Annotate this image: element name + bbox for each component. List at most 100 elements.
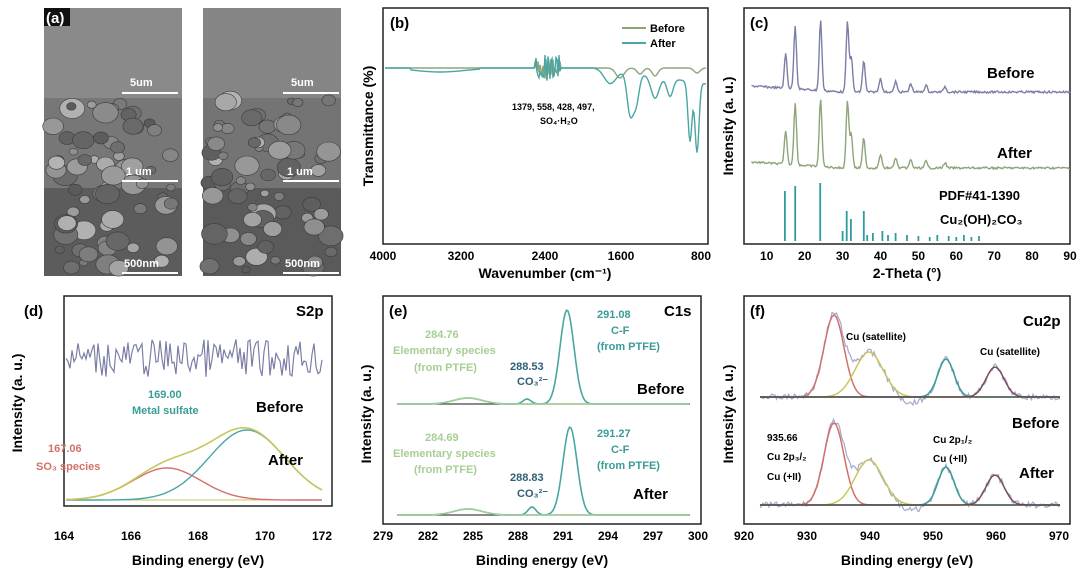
label-before: Before bbox=[637, 381, 685, 398]
x-tick-label: 172 bbox=[312, 529, 332, 543]
sem-particle bbox=[57, 215, 77, 231]
x-tick-label: 300 bbox=[688, 529, 708, 543]
sem-particle bbox=[42, 117, 64, 135]
y-axis-label: Intensity (a. u.) bbox=[720, 77, 736, 176]
sem-particle bbox=[257, 240, 275, 254]
label-after: After bbox=[268, 452, 303, 469]
peak-name: Cu (satellite) bbox=[980, 347, 1040, 358]
x-tick-label: 800 bbox=[691, 249, 711, 263]
sem-particle bbox=[310, 164, 327, 177]
sem-particle bbox=[133, 203, 148, 215]
sem-particle bbox=[276, 114, 302, 135]
label-before: Before bbox=[987, 65, 1035, 82]
x-tick-label: 70 bbox=[988, 249, 1002, 263]
x-tick-label: 920 bbox=[734, 529, 754, 543]
fit-component bbox=[760, 459, 1060, 506]
x-tick-label: 294 bbox=[598, 529, 618, 543]
sem-particle bbox=[247, 137, 261, 148]
scale-bar-label: 5um bbox=[291, 77, 314, 89]
scale-bar-label: 500nm bbox=[124, 258, 159, 270]
peak-name: C-F bbox=[611, 325, 630, 337]
x-tick-label: 960 bbox=[986, 529, 1006, 543]
sem-particle bbox=[241, 266, 251, 274]
sem-particle bbox=[306, 255, 323, 269]
pattern-after bbox=[750, 99, 1071, 171]
sem-particle bbox=[54, 245, 65, 254]
sem-particle bbox=[245, 182, 256, 191]
pdf-card: PDF#41-1390 bbox=[939, 188, 1020, 203]
peak-value: 284.69 bbox=[425, 432, 459, 444]
x-ticks: 10 20 30 40 50 60 70 80 90 bbox=[760, 249, 1077, 263]
sem-particle bbox=[241, 109, 263, 127]
x-tick-label: 40 bbox=[874, 249, 888, 263]
x-axis-label: Wavenumber (cm⁻¹) bbox=[479, 265, 612, 281]
sem-particle bbox=[163, 197, 179, 210]
x-tick-label: 940 bbox=[860, 529, 880, 543]
x-tick-label: 4000 bbox=[370, 249, 397, 263]
sem-particle bbox=[101, 210, 125, 229]
fit-component bbox=[760, 474, 1060, 506]
sem-particle bbox=[66, 102, 77, 111]
panel-c: (c) Intensity (a. u.) 10 20 30 40 50 60 70 80 90… bbox=[720, 7, 1077, 281]
label-before: Before bbox=[1012, 415, 1060, 432]
peak-name: (from PTFE) bbox=[414, 464, 477, 476]
x-axis-label: Binding energy (eV) bbox=[132, 552, 264, 568]
sem-particle bbox=[214, 93, 237, 112]
x-ticks: 164 166 168 170 172 bbox=[54, 529, 332, 543]
label-after: After bbox=[1019, 465, 1054, 482]
sem-particle bbox=[199, 258, 220, 275]
peak-name: (from PTFE) bbox=[414, 362, 477, 374]
fit-component bbox=[760, 422, 1060, 506]
panel-label-a: (a) bbox=[46, 10, 64, 27]
sem-particle bbox=[274, 205, 292, 220]
panel-label-b: (b) bbox=[390, 15, 409, 32]
sem-particle bbox=[313, 208, 329, 221]
sem-particle bbox=[212, 123, 224, 132]
peak-value: 284.76 bbox=[425, 329, 459, 341]
sem-particle bbox=[270, 256, 281, 265]
y-axis-label: Intensity (a. u.) bbox=[720, 365, 736, 464]
x-tick-label: 282 bbox=[418, 529, 438, 543]
panel-label-c: (c) bbox=[750, 15, 768, 32]
x-tick-label: 288 bbox=[508, 529, 528, 543]
peak-value: 169.00 bbox=[148, 389, 182, 401]
panel-f: (f) Cu2p Intensity (a. u.) 920 930 940 950 9… bbox=[720, 295, 1071, 568]
peak-value: 291.08 bbox=[597, 309, 631, 321]
peak-name: Cu (+II) bbox=[767, 472, 801, 483]
panel-label-e: (e) bbox=[389, 303, 407, 320]
peak-name: (from PTFE) bbox=[597, 460, 660, 472]
plot-frame bbox=[743, 295, 1071, 525]
sem-particle bbox=[110, 141, 125, 154]
label-after: After bbox=[633, 486, 668, 503]
panel-e: (e) C1s Intensity (a. u.) 279 282 285 288 29… bbox=[358, 295, 708, 568]
sem-particle bbox=[162, 148, 179, 162]
label-before: Before bbox=[256, 399, 304, 416]
sem-particle bbox=[105, 231, 130, 251]
y-axis-label: Intensity (a. u.) bbox=[9, 354, 25, 453]
sem-particle bbox=[166, 183, 176, 192]
sem-particle bbox=[207, 136, 225, 151]
x-tick-label: 2400 bbox=[532, 249, 559, 263]
x-tick-label: 1600 bbox=[608, 249, 635, 263]
peak-name: C-F bbox=[611, 444, 630, 456]
sem-particle bbox=[146, 166, 157, 175]
sem-particle bbox=[63, 260, 80, 275]
sem-particle bbox=[122, 117, 144, 135]
sem-particle bbox=[155, 237, 178, 256]
sem-particle bbox=[318, 225, 344, 247]
x-tick-label: 279 bbox=[373, 529, 393, 543]
peak-value: 288.83 bbox=[510, 472, 544, 484]
sem-particle bbox=[202, 187, 224, 205]
plot-title: S2p bbox=[296, 303, 324, 320]
x-tick-label: 170 bbox=[255, 529, 275, 543]
x-ticks: 279 282 285 288 291 294 297 300 bbox=[373, 529, 708, 543]
compound-formula: Cu₂(OH)₂CO₃ bbox=[940, 212, 1023, 227]
fit-component bbox=[760, 466, 1060, 506]
sem-particle bbox=[47, 155, 65, 170]
sem-particle bbox=[302, 196, 321, 212]
peak-name: (from PTFE) bbox=[597, 341, 660, 353]
plot-frame bbox=[743, 7, 1071, 245]
sem-particle bbox=[72, 131, 95, 149]
x-tick-label: 10 bbox=[760, 249, 774, 263]
